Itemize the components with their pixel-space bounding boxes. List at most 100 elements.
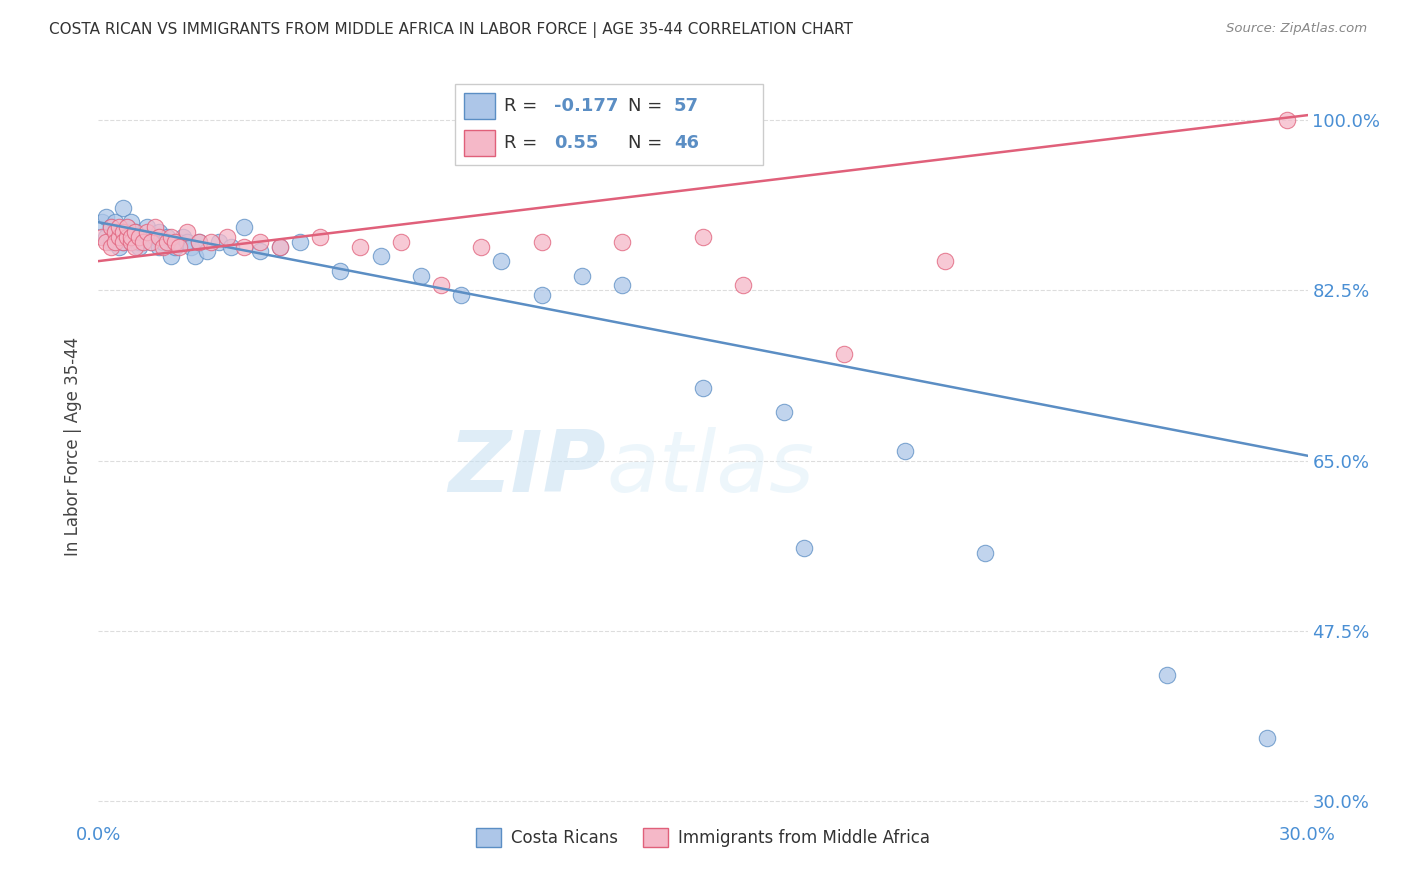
Point	[160, 249, 183, 263]
Point	[128, 235, 150, 249]
Point	[124, 239, 146, 253]
Point	[692, 229, 714, 244]
Point	[156, 229, 179, 244]
Point	[184, 249, 207, 263]
Point	[115, 220, 138, 235]
Point	[232, 239, 254, 253]
Text: COSTA RICAN VS IMMIGRANTS FROM MIDDLE AFRICA IN LABOR FORCE | AGE 35-44 CORRELAT: COSTA RICAN VS IMMIGRANTS FROM MIDDLE AF…	[49, 22, 853, 38]
Point	[470, 239, 492, 253]
Point	[571, 268, 593, 283]
Point	[288, 235, 311, 249]
Point	[96, 229, 118, 244]
Point	[450, 288, 472, 302]
Text: atlas: atlas	[606, 427, 814, 510]
Point	[232, 220, 254, 235]
Point	[172, 229, 194, 244]
Point	[176, 235, 198, 249]
Point	[188, 235, 211, 249]
Point	[1156, 667, 1178, 681]
Point	[139, 235, 162, 249]
Point	[612, 235, 634, 249]
Point	[160, 229, 183, 244]
Point	[107, 229, 129, 244]
Point	[103, 225, 125, 239]
Point	[793, 541, 815, 556]
Point	[208, 235, 231, 249]
Point	[200, 235, 222, 249]
Point	[120, 229, 142, 244]
Point	[152, 235, 174, 249]
Point	[100, 239, 122, 253]
Point	[103, 215, 125, 229]
Point	[120, 235, 142, 249]
Point	[128, 239, 150, 253]
Point	[132, 229, 155, 244]
Point	[91, 229, 114, 244]
Text: Source: ZipAtlas.com: Source: ZipAtlas.com	[1226, 22, 1367, 36]
Point	[167, 239, 190, 253]
Point	[188, 235, 211, 249]
Point	[249, 235, 271, 249]
Point	[148, 225, 170, 239]
Legend: Costa Ricans, Immigrants from Middle Africa: Costa Ricans, Immigrants from Middle Afr…	[470, 821, 936, 854]
Point	[612, 278, 634, 293]
Point	[120, 215, 142, 229]
Point	[135, 225, 157, 239]
Y-axis label: In Labor Force | Age 35-44: In Labor Force | Age 35-44	[65, 336, 83, 556]
Point	[115, 225, 138, 239]
Point	[143, 220, 166, 235]
Point	[91, 215, 114, 229]
Point	[107, 220, 129, 235]
Point	[115, 220, 138, 235]
Point	[249, 244, 271, 259]
Point	[893, 443, 915, 458]
Point	[530, 235, 553, 249]
Point	[143, 229, 166, 244]
Point	[100, 235, 122, 249]
Point	[176, 225, 198, 239]
Point	[329, 264, 352, 278]
Point	[103, 235, 125, 249]
Point	[163, 235, 186, 249]
Point	[491, 254, 513, 268]
Point	[96, 235, 118, 249]
Point	[115, 229, 138, 244]
Point	[180, 239, 202, 253]
Point	[409, 268, 432, 283]
Point	[124, 225, 146, 239]
Point	[1277, 113, 1299, 128]
Point	[733, 278, 755, 293]
Point	[148, 239, 170, 253]
Point	[124, 225, 146, 239]
Point	[974, 546, 997, 560]
Point	[139, 235, 162, 249]
Point	[111, 235, 134, 249]
Point	[135, 220, 157, 235]
Point	[100, 220, 122, 235]
Point	[1256, 731, 1278, 745]
Point	[195, 244, 218, 259]
Point	[530, 288, 553, 302]
Point	[370, 249, 392, 263]
Point	[349, 239, 371, 253]
Point	[692, 381, 714, 395]
Point	[100, 220, 122, 235]
Point	[111, 201, 134, 215]
Point	[832, 346, 855, 360]
Point	[217, 229, 239, 244]
Point	[269, 239, 291, 253]
Point	[107, 239, 129, 253]
Point	[152, 239, 174, 253]
Point	[120, 235, 142, 249]
Point	[221, 239, 243, 253]
Point	[128, 229, 150, 244]
Point	[107, 229, 129, 244]
Point	[111, 235, 134, 249]
Point	[309, 229, 332, 244]
Point	[772, 405, 794, 419]
Point	[111, 225, 134, 239]
Point	[132, 235, 155, 249]
Point	[430, 278, 453, 293]
Point	[934, 254, 956, 268]
Point	[124, 229, 146, 244]
